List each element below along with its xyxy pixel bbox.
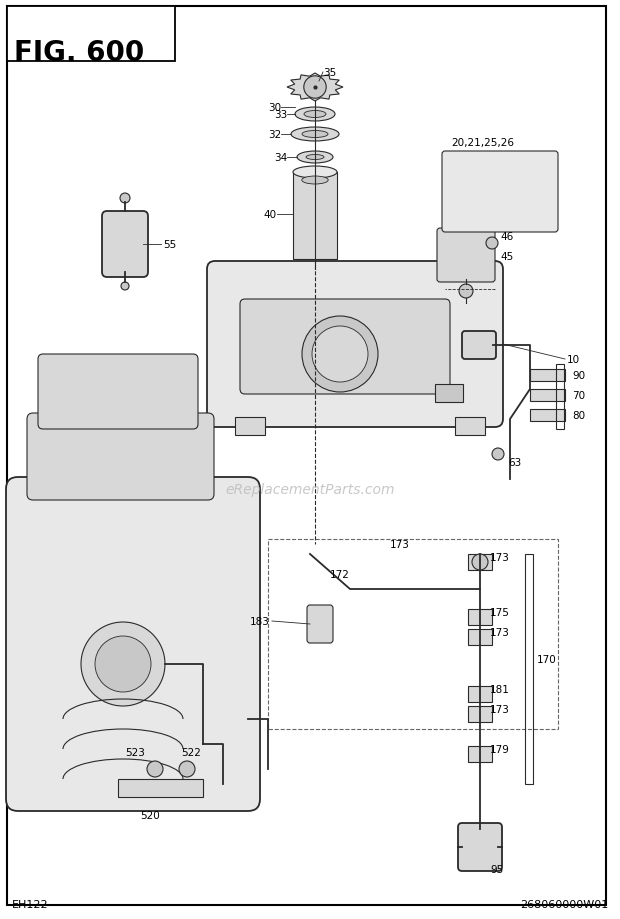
Bar bbox=[268, 539, 558, 729]
Bar bbox=[530, 390, 565, 402]
Circle shape bbox=[312, 326, 368, 382]
Text: 520: 520 bbox=[140, 811, 160, 820]
Text: 80: 80 bbox=[572, 411, 585, 421]
Ellipse shape bbox=[304, 111, 326, 119]
Bar bbox=[530, 410, 565, 422]
Text: FIG. 600: FIG. 600 bbox=[14, 39, 144, 67]
Text: eReplacementParts.com: eReplacementParts.com bbox=[225, 482, 395, 496]
Bar bbox=[468, 746, 492, 762]
Bar bbox=[468, 630, 492, 645]
Bar bbox=[118, 779, 203, 797]
FancyBboxPatch shape bbox=[458, 823, 502, 871]
FancyBboxPatch shape bbox=[27, 414, 214, 501]
Text: 90: 90 bbox=[572, 370, 585, 380]
Text: 172: 172 bbox=[330, 570, 350, 579]
Text: 181: 181 bbox=[490, 685, 510, 694]
FancyBboxPatch shape bbox=[102, 211, 148, 278]
Text: 173: 173 bbox=[490, 628, 510, 637]
FancyBboxPatch shape bbox=[307, 606, 333, 643]
Bar bbox=[468, 706, 492, 722]
Bar bbox=[455, 417, 485, 436]
Text: 33: 33 bbox=[274, 110, 287, 119]
Bar bbox=[293, 173, 337, 260]
FancyBboxPatch shape bbox=[437, 229, 495, 283]
Text: 522: 522 bbox=[181, 747, 201, 757]
Ellipse shape bbox=[293, 167, 337, 179]
Circle shape bbox=[486, 238, 498, 250]
Text: 175: 175 bbox=[490, 607, 510, 618]
Text: 173: 173 bbox=[490, 552, 510, 562]
Circle shape bbox=[472, 554, 488, 571]
Bar bbox=[556, 365, 564, 429]
Text: 63: 63 bbox=[508, 458, 521, 468]
Circle shape bbox=[121, 283, 129, 290]
FancyBboxPatch shape bbox=[207, 262, 503, 427]
FancyBboxPatch shape bbox=[462, 332, 496, 359]
Circle shape bbox=[120, 194, 130, 204]
Text: 523: 523 bbox=[125, 747, 145, 757]
Circle shape bbox=[179, 761, 195, 777]
Text: 268060000W01: 268060000W01 bbox=[520, 899, 608, 909]
Text: 55: 55 bbox=[163, 240, 176, 250]
Bar bbox=[525, 554, 533, 784]
Ellipse shape bbox=[291, 128, 339, 142]
Polygon shape bbox=[287, 74, 343, 102]
Text: 34: 34 bbox=[274, 153, 287, 163]
Bar bbox=[530, 369, 565, 381]
Text: 95: 95 bbox=[490, 864, 503, 874]
Text: 46: 46 bbox=[500, 232, 513, 242]
Circle shape bbox=[95, 636, 151, 692]
Circle shape bbox=[459, 285, 473, 299]
Text: 173: 173 bbox=[490, 704, 510, 714]
Bar bbox=[468, 554, 492, 571]
FancyBboxPatch shape bbox=[240, 300, 450, 394]
Ellipse shape bbox=[297, 152, 333, 164]
Text: 30: 30 bbox=[268, 103, 281, 113]
Circle shape bbox=[81, 622, 165, 706]
Bar bbox=[468, 686, 492, 702]
FancyBboxPatch shape bbox=[6, 478, 260, 811]
Text: 70: 70 bbox=[572, 391, 585, 401]
Text: 45: 45 bbox=[500, 252, 513, 262]
Ellipse shape bbox=[306, 155, 324, 160]
Text: 183: 183 bbox=[250, 617, 270, 627]
Ellipse shape bbox=[302, 131, 328, 139]
FancyBboxPatch shape bbox=[38, 355, 198, 429]
Text: 170: 170 bbox=[537, 654, 557, 664]
Text: 35: 35 bbox=[323, 68, 336, 78]
Bar bbox=[7, 7, 175, 62]
Text: 20,21,25,26: 20,21,25,26 bbox=[451, 138, 514, 148]
Text: EH122: EH122 bbox=[12, 899, 48, 909]
FancyBboxPatch shape bbox=[442, 152, 558, 233]
Circle shape bbox=[302, 317, 378, 392]
Ellipse shape bbox=[302, 176, 328, 185]
Text: 40: 40 bbox=[264, 210, 277, 220]
Bar bbox=[468, 609, 492, 625]
Circle shape bbox=[147, 761, 163, 777]
Text: 173: 173 bbox=[390, 539, 410, 550]
Ellipse shape bbox=[295, 108, 335, 122]
Text: 32: 32 bbox=[268, 130, 281, 140]
Bar bbox=[435, 384, 463, 403]
Bar bbox=[235, 417, 265, 436]
Circle shape bbox=[492, 448, 504, 460]
Text: 10: 10 bbox=[567, 355, 580, 365]
Text: 179: 179 bbox=[490, 744, 510, 754]
Circle shape bbox=[304, 76, 326, 99]
